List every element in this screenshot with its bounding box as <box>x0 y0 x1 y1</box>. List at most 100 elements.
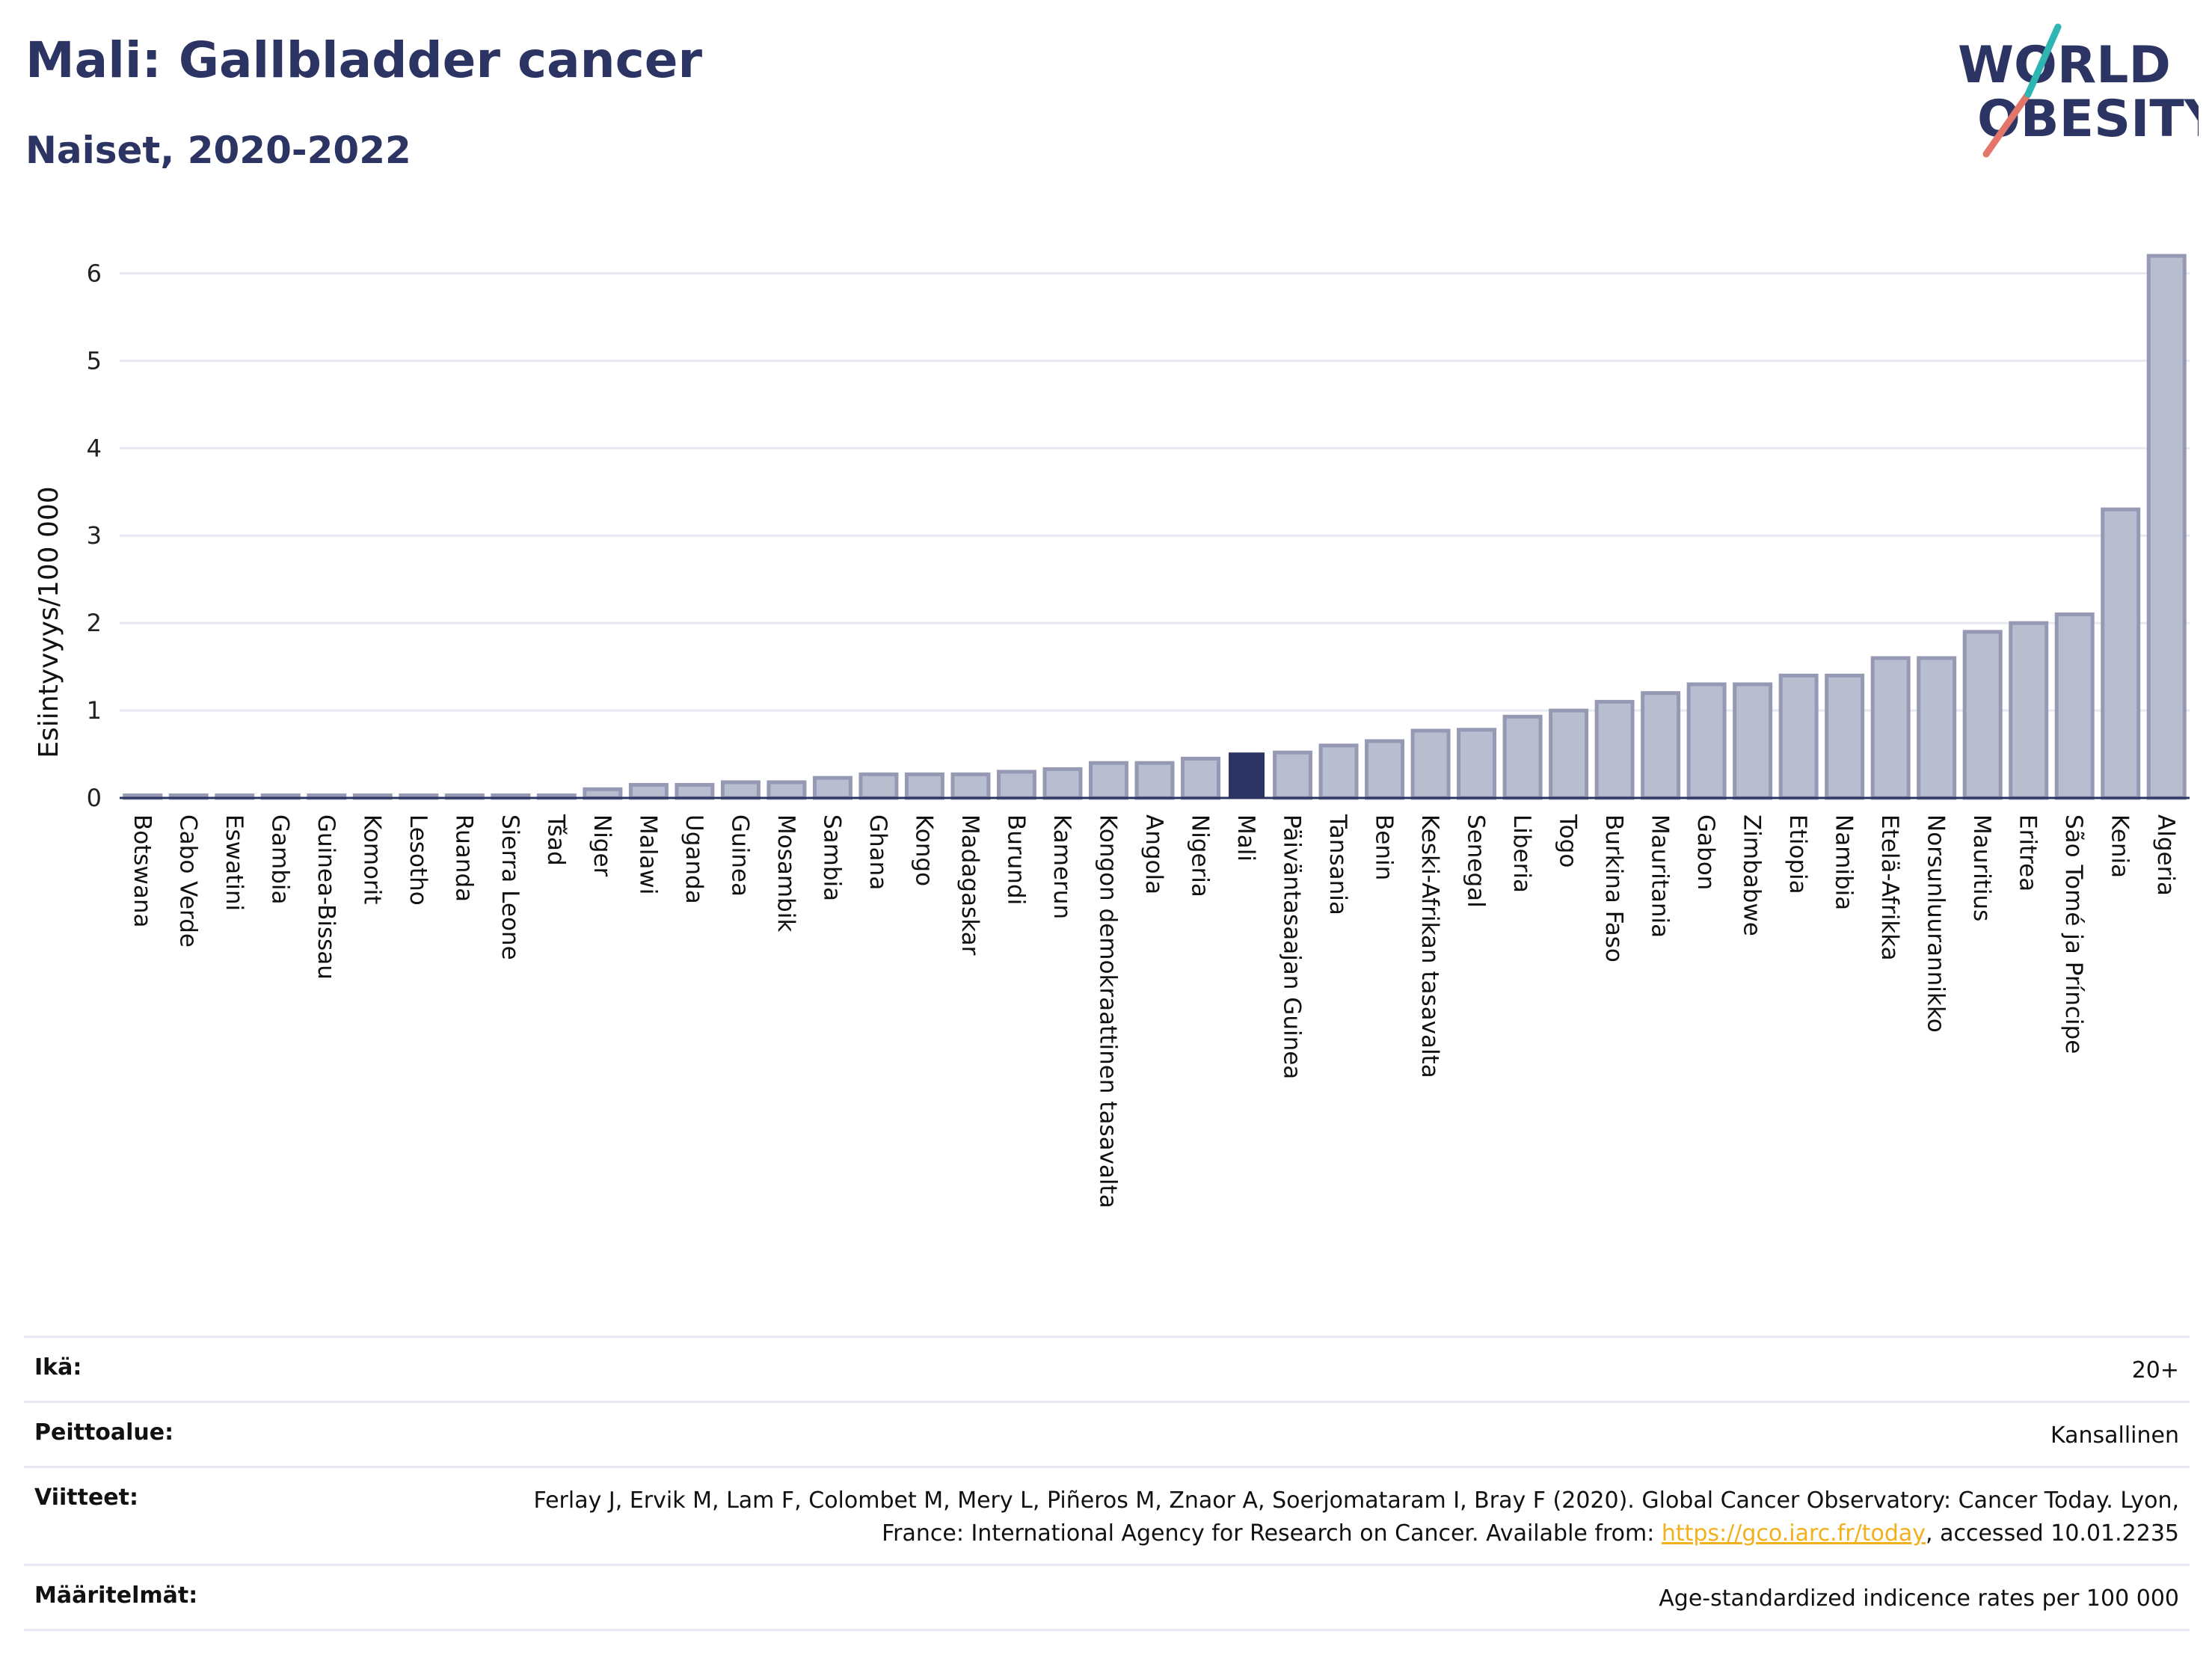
x-category-label: Kenia <box>2107 814 2133 878</box>
x-category-label: Kongo <box>910 814 937 886</box>
meta-row-references: Viitteet: Ferlay J, Ervik M, Lam F, Colo… <box>24 1466 2190 1564</box>
x-category-label: Zimbabwe <box>1739 814 1766 936</box>
bars <box>123 254 2187 800</box>
bar-uganda <box>675 782 715 800</box>
bar-kongon-demokraattinen-tasavalta <box>1088 761 1128 800</box>
bar-chart: 0 1 2 3 4 5 6 Botswana Cabo Verde Eswatini Gambia… <box>34 254 2190 1209</box>
meta-value: Age-standardized indicence rates per 100… <box>1659 1585 2179 1612</box>
meta-row-coverage: Peittoalue: Kansallinen <box>24 1401 2190 1466</box>
x-category-label: Nigeria <box>1187 814 1214 897</box>
chart-title: Mali: Gallbladder cancer <box>25 31 703 89</box>
x-category-label: Namibia <box>1831 814 1858 910</box>
x-category-label: Madagaskar <box>956 814 983 956</box>
x-category-label: Angola <box>1140 814 1167 894</box>
bar-nigeria <box>1181 756 1221 800</box>
y-tick-label: 0 <box>87 784 102 812</box>
bar-eritrea <box>2009 621 2049 800</box>
bar-norsunluurannikko <box>1917 656 1957 800</box>
x-category-label: Botswana <box>129 814 156 928</box>
x-category-label: Ghana <box>864 814 891 890</box>
x-category-label: Sierra Leone <box>497 814 523 960</box>
x-category-label: Tansania <box>1324 814 1351 915</box>
x-category-label: Malawi <box>634 814 661 894</box>
x-category-label: Ruanda <box>450 814 477 902</box>
meta-value: Kansallinen <box>2050 1422 2179 1449</box>
x-category-label: Sambia <box>818 814 845 901</box>
x-category-label: Guinea <box>726 814 753 897</box>
x-category-label: Mosambik <box>772 814 799 932</box>
bar-algeria <box>2146 254 2187 800</box>
bar-tansania <box>1318 743 1359 800</box>
x-category-label: Benin <box>1371 814 1398 880</box>
x-category-label: São Tomé ja Príncipe <box>2060 814 2087 1054</box>
bar-burundi <box>996 770 1036 800</box>
x-category-label: Eritrea <box>2015 814 2042 891</box>
bar-namibia <box>1825 673 1865 800</box>
x-category-label: Norsunluurannikko <box>1923 814 1950 1033</box>
x-category-label: Guinea-Bissau <box>313 814 340 980</box>
bar-mauritius <box>1962 630 2003 800</box>
x-category-label: Kamerun <box>1048 814 1075 919</box>
x-category-label: Mali <box>1232 814 1259 862</box>
world-obesity-logo: WORLD OBESITY <box>1958 23 2199 158</box>
x-category-label: Etelä-Afrikka <box>1876 814 1903 961</box>
meta-key: Määritelmät: <box>34 1582 198 1609</box>
bar-sambia <box>812 776 852 800</box>
metadata-table: Ikä: 20+ Peittoalue: Kansallinen Viittee… <box>24 1336 2190 1631</box>
x-category-label: Gabon <box>1692 814 1719 890</box>
bar-mauritania <box>1641 691 1681 800</box>
x-category-label: Gambia <box>266 814 293 905</box>
gridlines <box>120 271 2190 712</box>
bar-kamerun <box>1042 767 1083 800</box>
x-category-label: Burkina Faso <box>1600 814 1627 962</box>
logo-slash-teal <box>2024 23 2062 98</box>
y-tick-label: 2 <box>87 609 102 637</box>
bar-kongo <box>904 772 944 800</box>
bar-angola <box>1134 761 1175 800</box>
bar-etiopia <box>1778 673 1819 800</box>
x-category-label: Togo <box>1555 814 1582 868</box>
bar-p-iv-ntasaajan-guinea <box>1273 750 1313 800</box>
x-category-label: Mauritania <box>1647 814 1674 938</box>
x-category-label: Uganda <box>681 814 707 904</box>
y-tick-label: 3 <box>87 521 102 550</box>
x-category-label: Tšad <box>542 814 569 866</box>
x-category-label: Algeria <box>2152 814 2179 896</box>
chart-subtitle: Naiset, 2020-2022 <box>25 129 411 172</box>
y-tick-label: 5 <box>87 346 102 375</box>
reference-link[interactable]: https://gco.iarc.fr/today <box>1661 1520 1926 1547</box>
bar-togo <box>1549 708 1589 800</box>
x-category-label: Komorit <box>358 814 385 904</box>
x-category-label: Senegal <box>1463 814 1490 908</box>
y-axis-label: Esiintyvyys/100 000 <box>34 486 64 758</box>
x-category-label: Etiopia <box>1784 814 1811 894</box>
y-tick-label: 6 <box>87 259 102 287</box>
logo-slash-coral <box>1982 90 2032 158</box>
bar-s-o-tom-ja-pr-ncipe <box>2054 612 2095 800</box>
bar-senegal <box>1457 728 1497 800</box>
logo-line-1: WORLD <box>1958 36 2171 95</box>
meta-row-age: Ikä: 20+ <box>24 1336 2190 1401</box>
reference-accessed: , accessed 10.01.2235 <box>1926 1520 2179 1547</box>
meta-row-definitions: Määritelmät: Age-standardized indicence … <box>24 1564 2190 1631</box>
x-category-label: Päiväntasaajan Guinea <box>1279 814 1306 1079</box>
bar-burkina-faso <box>1594 699 1635 800</box>
x-category-label: Mauritius <box>1968 814 1995 921</box>
x-category-label: Kongon demokraattinen tasavalta <box>1094 814 1121 1209</box>
x-category-label: Niger <box>589 814 615 877</box>
bar-keski-afrikan-tasavalta <box>1410 728 1451 800</box>
y-tick-label: 4 <box>87 434 102 462</box>
y-tick-label: 1 <box>87 696 102 725</box>
x-category-label: Cabo Verde <box>174 814 201 948</box>
meta-key: Ikä: <box>34 1354 82 1381</box>
bar-guinea <box>720 780 761 800</box>
bar-mali <box>1229 752 1265 798</box>
x-axis-labels: Botswana Cabo Verde Eswatini Gambia Guinea-B… <box>129 814 2179 1209</box>
bar-gabon <box>1686 682 1727 800</box>
x-category-label: Eswatini <box>221 814 248 911</box>
bar-ghana <box>858 772 899 800</box>
bar-mosambik <box>766 780 807 800</box>
bar-niger <box>583 787 623 800</box>
meta-value: 20+ <box>2131 1357 2179 1384</box>
x-category-label: Burundi <box>1002 814 1029 905</box>
